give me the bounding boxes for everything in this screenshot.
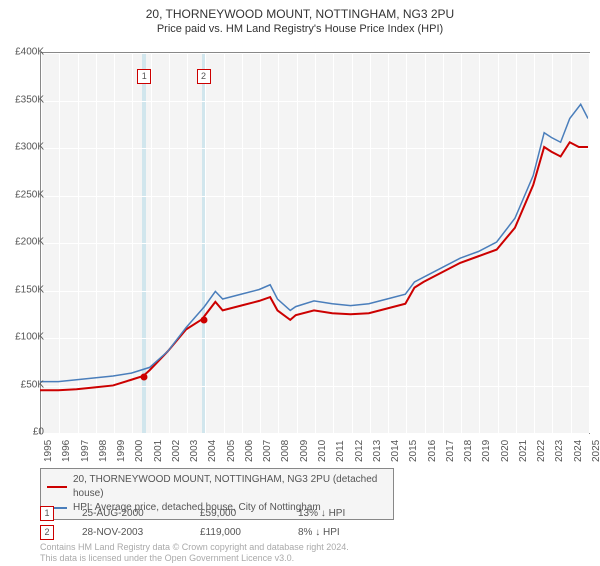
x-axis-label: 2011 [335,440,346,462]
x-axis-label: 2000 [134,440,145,462]
x-axis-label: 1998 [98,440,109,462]
sale-price: £59,000 [200,508,270,519]
x-axis-label: 1995 [43,440,54,462]
x-axis-label: 1999 [116,440,127,462]
x-axis-label: 2023 [554,440,565,462]
x-axis-label: 2025 [591,440,600,462]
x-axis-label: 2014 [390,440,401,462]
x-axis-label: 2022 [536,440,547,462]
series-price_paid [40,142,588,390]
x-axis-label: 2005 [226,440,237,462]
y-axis-label: £200K [15,237,44,248]
x-axis-label: 2006 [244,440,255,462]
legend-label: 20, THORNEYWOOD MOUNT, NOTTINGHAM, NG3 2… [73,473,387,501]
sale-price: £119,000 [200,527,270,538]
gridline-h [41,433,589,434]
legend-item: 20, THORNEYWOOD MOUNT, NOTTINGHAM, NG3 2… [47,473,387,501]
y-axis-label: £50K [21,379,44,390]
y-axis-label: £350K [15,94,44,105]
sale-badge: 2 [40,525,54,540]
footer-line: Contains HM Land Registry data © Crown c… [40,542,349,553]
x-axis-label: 2010 [317,440,328,462]
gridline-v [589,53,590,433]
footer-attribution: Contains HM Land Registry data © Crown c… [40,542,349,564]
sale-badge: 1 [40,506,54,521]
legend-swatch [47,486,67,488]
x-axis-label: 2016 [427,440,438,462]
sale-info-row: 1 25-AUG-2000 £59,000 13% ↓ HPI [40,506,388,521]
x-axis-label: 2019 [481,440,492,462]
x-axis-label: 2021 [518,440,529,462]
x-axis-label: 2008 [280,440,291,462]
x-axis-label: 2001 [153,440,164,462]
x-axis-label: 2024 [573,440,584,462]
sale-diff: 13% ↓ HPI [298,508,388,519]
x-axis-label: 2017 [445,440,456,462]
y-axis-label: £300K [15,142,44,153]
x-axis-label: 2018 [463,440,474,462]
chart-title: 20, THORNEYWOOD MOUNT, NOTTINGHAM, NG3 2… [0,6,600,23]
x-axis-label: 2004 [207,440,218,462]
sale-info: 1 25-AUG-2000 £59,000 13% ↓ HPI 2 28-NOV-2003… [40,506,388,544]
sale-date: 25-AUG-2000 [82,508,172,519]
x-axis-label: 2020 [500,440,511,462]
x-axis-label: 1996 [61,440,72,462]
x-axis-label: 2015 [408,440,419,462]
y-axis-label: £400K [15,47,44,58]
sale-diff: 8% ↓ HPI [298,527,388,538]
x-axis-label: 2007 [262,440,273,462]
x-axis-label: 2009 [299,440,310,462]
x-axis-label: 1997 [80,440,91,462]
x-axis-label: 2013 [372,440,383,462]
footer-line: This data is licensed under the Open Gov… [40,553,349,564]
chart-subtitle: Price paid vs. HM Land Registry's House … [0,23,600,35]
chart-area: 12 [40,52,588,432]
series-hpi [40,104,588,381]
x-axis-label: 2012 [354,440,365,462]
x-axis-label: 2002 [171,440,182,462]
x-axis-label: 2003 [189,440,200,462]
y-axis-label: £100K [15,332,44,343]
chart-lines [40,52,588,432]
sale-date: 28-NOV-2003 [82,527,172,538]
y-axis-label: £0 [33,427,44,438]
y-axis-label: £150K [15,284,44,295]
sale-info-row: 2 28-NOV-2003 £119,000 8% ↓ HPI [40,525,388,540]
y-axis-label: £250K [15,189,44,200]
